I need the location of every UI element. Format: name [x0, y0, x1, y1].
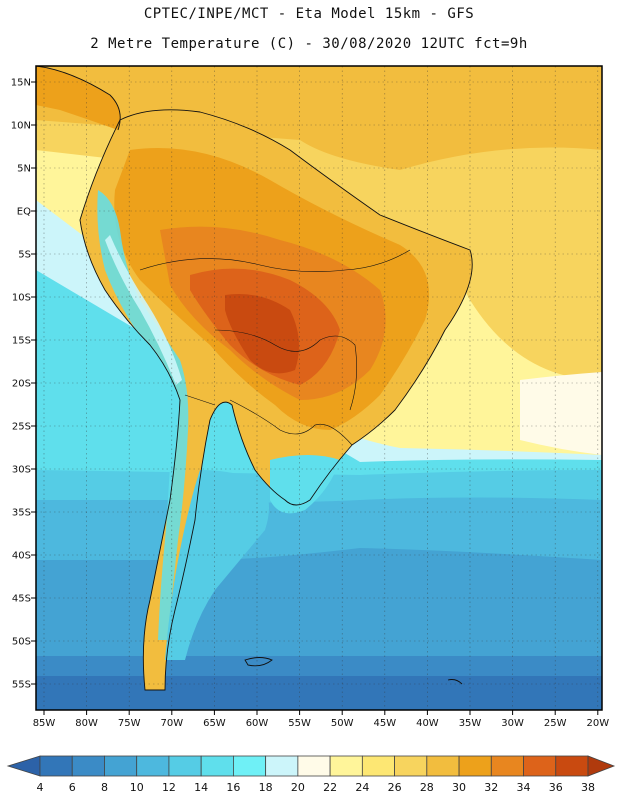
colorbar-label: 16: [226, 781, 240, 794]
colorbar-cell: [297, 755, 331, 777]
lon-label: 35W: [459, 718, 482, 729]
lat-label: EQ: [17, 207, 31, 218]
lon-label: 30W: [501, 718, 524, 729]
lon-label: 85W: [33, 718, 56, 729]
lon-label: 20W: [586, 718, 609, 729]
lon-label: 80W: [75, 718, 98, 729]
lat-label: 55S: [12, 680, 31, 691]
temperature-field: [36, 66, 602, 710]
lon-label: 25W: [544, 718, 567, 729]
colorbar-cell: [71, 755, 105, 777]
colorbar-label: 14: [194, 781, 208, 794]
lat-label: 50S: [12, 637, 31, 648]
colorbar-cell: [168, 755, 202, 777]
colorbar-cell: [361, 755, 395, 777]
lon-label: 65W: [203, 718, 226, 729]
title-line-2: 2 Metre Temperature (C) - 30/08/2020 12U…: [90, 36, 528, 52]
colorbar-label: 32: [484, 781, 498, 794]
lat-label: 30S: [12, 465, 31, 476]
lon-label: 45W: [373, 718, 396, 729]
lon-label: 40W: [416, 718, 439, 729]
colorbar-label: 28: [420, 781, 434, 794]
colorbar-label: 20: [291, 781, 305, 794]
colorbar-label: 4: [37, 781, 44, 794]
colorbar-label: 10: [130, 781, 144, 794]
lon-label: 50W: [331, 718, 354, 729]
lat-label: 35S: [12, 508, 31, 519]
colorbar-high-arrow: [587, 755, 616, 777]
lon-label: 75W: [118, 718, 141, 729]
colorbar-label: 22: [323, 781, 337, 794]
coastlines: [36, 66, 473, 691]
lon-label: 70W: [160, 718, 183, 729]
colorbar-cell: [104, 755, 138, 777]
lat-label: 25S: [12, 422, 31, 433]
colorbar-cell: [490, 755, 524, 777]
latitude-labels: 15N 10N 5N EQ 5S 10S 15S 20S 25S 30S 35S 40S 45S 50S 5…: [11, 78, 36, 691]
colorbar-low-arrow: [6, 755, 41, 777]
colorbar: 4 6 8 10 12 14 16 18 20 22 24 26 28 30 32 34 36 38: [6, 755, 616, 794]
colorbar-label: 6: [69, 781, 76, 794]
lon-label: 55W: [288, 718, 311, 729]
colorbar-label: 8: [101, 781, 108, 794]
lat-label: 10N: [11, 121, 31, 132]
map-frame: [35, 65, 603, 711]
colorbar-cell: [426, 755, 460, 777]
lat-label: 5S: [18, 250, 31, 261]
lat-label: 10S: [12, 293, 31, 304]
colorbar-cell: [523, 755, 557, 777]
lat-label: 15S: [12, 336, 31, 347]
colorbar-cell: [233, 755, 267, 777]
colorbar-label: 18: [259, 781, 273, 794]
colorbar-cell: [329, 755, 363, 777]
colorbar-cell: [39, 755, 73, 777]
colorbar-label: 24: [355, 781, 369, 794]
colorbar-label: 34: [517, 781, 531, 794]
lat-label: 45S: [12, 594, 31, 605]
title-line-1: CPTEC/INPE/MCT - Eta Model 15km - GFS: [143, 6, 475, 22]
longitude-labels: 85W 80W 75W 70W 65W 60W 55W 50W 45W 40W 35W 30W 25W 2…: [33, 710, 609, 729]
lat-label: 40S: [12, 551, 31, 562]
colorbar-label: 12: [162, 781, 176, 794]
colorbar-cell: [394, 755, 428, 777]
lat-label: 15N: [11, 78, 31, 89]
colorbar-cell: [555, 755, 589, 777]
colorbar-cell: [265, 755, 299, 777]
colorbar-label: 38: [581, 781, 595, 794]
colorbar-cell: [458, 755, 492, 777]
colorbar-cell: [136, 755, 170, 777]
colorbar-label: 30: [452, 781, 466, 794]
lat-label: 5N: [17, 164, 31, 175]
lon-label: 60W: [246, 718, 269, 729]
colorbar-label: 26: [388, 781, 402, 794]
colorbar-cell: [200, 755, 234, 777]
colorbar-label: 36: [549, 781, 563, 794]
graticule: [36, 66, 602, 710]
lat-label: 20S: [12, 379, 31, 390]
